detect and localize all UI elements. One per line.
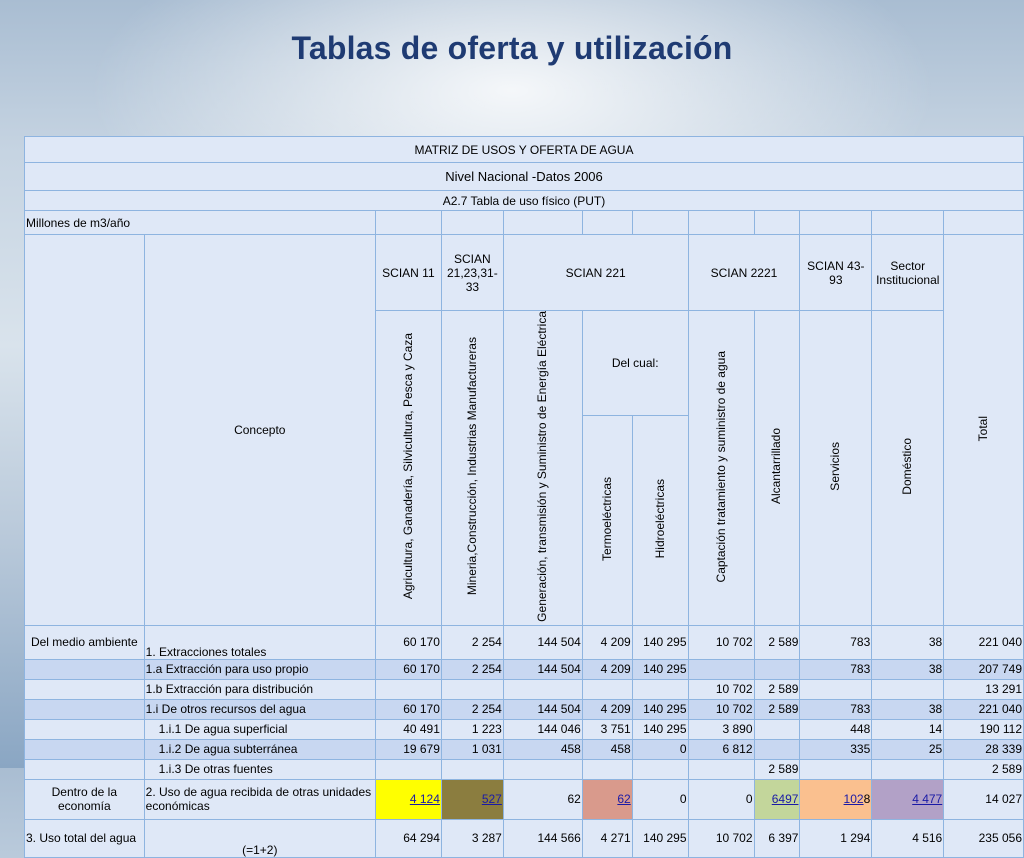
col-hidroelectricas: Hidroeléctricas	[631, 414, 689, 626]
col-mineria: Mineria,Construcción, Industrias Manufac…	[440, 310, 504, 626]
link-mineria-value[interactable]: 527	[440, 778, 504, 820]
link-dom-value[interactable]: 4 477	[871, 778, 945, 820]
header-total: Total	[943, 234, 1024, 626]
link-alc-value[interactable]: 6497	[753, 778, 801, 820]
table-row: 1.i.2 De agua subterránea 19 679 1 031 4…	[24, 738, 1024, 760]
table-row: 1.i.3 De otras fuentes 2 589 2 589	[24, 758, 1024, 780]
table-row: 1.a Extracción para uso propio 60 170 2 …	[24, 658, 1024, 680]
side-label-medio: Del medio ambiente	[24, 624, 145, 660]
col-termoelectricas: Termoeléctricas	[581, 414, 633, 626]
slide-title: Tablas de oferta y utilización	[291, 30, 733, 66]
table-subtitle: Nivel Nacional -Datos 2006	[24, 162, 1024, 191]
col-servicios: Servicios	[799, 310, 873, 626]
table-row: 1.i De otros recursos del agua 60 170 2 …	[24, 698, 1024, 720]
header-scian4393: SCIAN 43-93	[799, 234, 873, 311]
col-agricultura: Agricultura, Ganadería, Silvicultura, Pe…	[374, 310, 442, 626]
header-sector: Sector Institucional	[871, 234, 945, 311]
table-title: MATRIZ DE USOS Y OFERTA DE AGUA	[24, 136, 1024, 163]
col-captacion: Captación tratamiento y suministro de ag…	[687, 310, 755, 626]
side-label-economia: Dentro de la economía	[24, 778, 145, 820]
table-row: 1.b Extracción para distribución 10 702 …	[24, 678, 1024, 700]
link-serv-value[interactable]: 102	[843, 792, 864, 807]
table-row: Dentro de la economía 2. Uso de agua rec…	[24, 778, 1024, 820]
col-generacion: Generación, transmisión y Suministro de …	[502, 310, 583, 626]
table-row: 3. Uso total del agua (=1+2) 64 294 3 28…	[24, 818, 1024, 858]
units-label: Millones de m3/año	[24, 210, 376, 235]
serv-value: 1028	[799, 778, 873, 820]
header-scian221: SCIAN 221	[502, 234, 689, 311]
col-alcantarrillado: Alcantarrillado	[753, 310, 801, 626]
water-use-table: MATRIZ DE USOS Y OFERTA DE AGUA Nivel Na…	[24, 136, 1024, 858]
side-label-uso-total: 3. Uso total del agua	[24, 818, 145, 858]
link-agri-value[interactable]: 4 124	[374, 778, 442, 820]
header-scian2221: SCIAN 2221	[687, 234, 801, 311]
col-domestico: Doméstico	[871, 310, 945, 626]
table-row: 1.i.1 De agua superficial 40 491 1 223 1…	[24, 718, 1024, 740]
link-termo-value[interactable]: 62	[581, 778, 633, 820]
header-scian11: SCIAN 11	[374, 234, 442, 311]
table-row: Del medio ambiente 1. Extracciones total…	[24, 624, 1024, 660]
del-cual-header: Del cual:	[581, 310, 689, 416]
table-code: A2.7 Tabla de uso físico (PUT)	[24, 190, 1024, 211]
concepto-header: Concepto	[143, 234, 376, 626]
header-scian21: SCIAN 21,23,31-33	[440, 234, 504, 311]
